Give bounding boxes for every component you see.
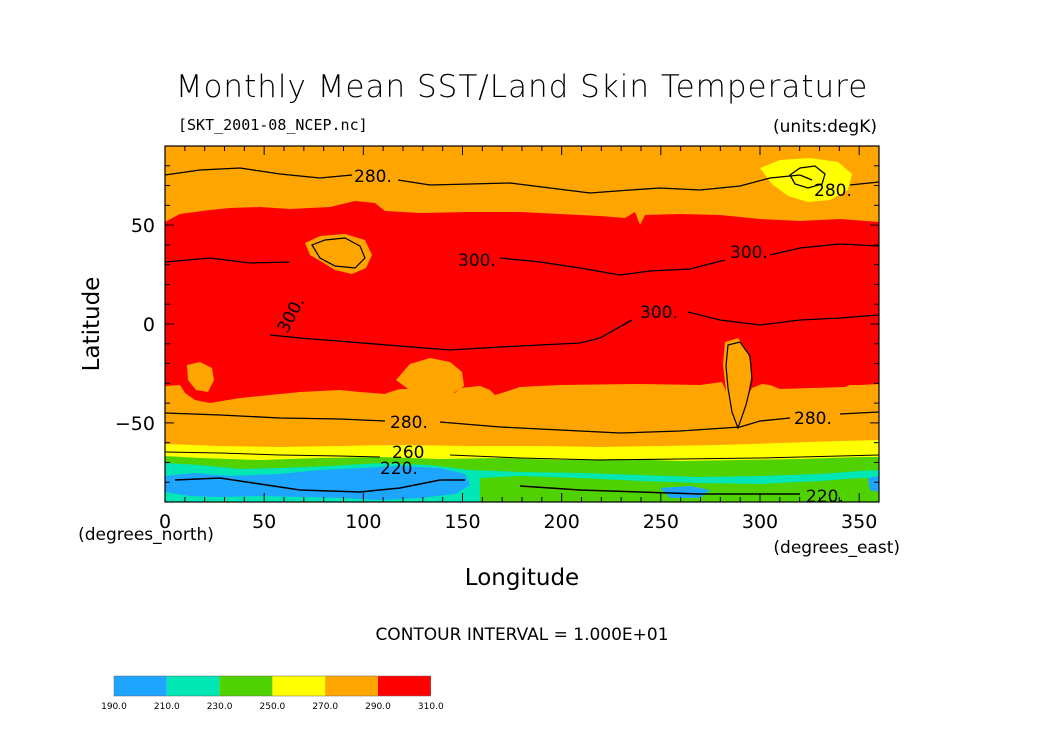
contour-label: 280.: [390, 413, 428, 433]
land-feature-africa-south: [187, 362, 214, 392]
contour-andes: [725, 341, 753, 430]
y-tick-label: −50: [115, 413, 155, 435]
colorbar-level-label: 230.0: [207, 702, 233, 712]
x-tick-label: 300: [742, 511, 778, 533]
x-tick-label: 100: [345, 511, 381, 533]
x-tick-label: 150: [444, 511, 480, 533]
contour-label: 300.: [640, 303, 678, 323]
contour-label: 280.: [814, 181, 852, 201]
contour-interval-label: CONTOUR INTERVAL = 1.000E+01: [375, 625, 668, 645]
colorbar-level-label: 250.0: [260, 702, 286, 712]
y-axis-label: Latitude: [79, 277, 105, 372]
y-units-label: (degrees_north): [78, 525, 214, 545]
y-tick-labels: −50 0 50: [115, 215, 155, 435]
colorbar-swatch: [114, 676, 167, 696]
x-tick-label: 250: [643, 511, 679, 533]
x-tick-label: 200: [544, 511, 580, 533]
colorbar-swatch: [378, 676, 431, 696]
source-file-label: [SKT_2001-08_NCEP.nc]: [178, 116, 368, 134]
contour-label: 280.: [354, 167, 392, 187]
contour-300-north: [165, 243, 879, 276]
colorbar-level-label: 310.0: [418, 702, 444, 712]
x-units-label: (degrees_east): [773, 538, 900, 558]
map-title: Monthly Mean SST/Land Skin Temperature: [176, 69, 869, 105]
greenland-yellow: [760, 158, 852, 202]
colorbar-swatch: [166, 676, 220, 696]
contour-label: 300.: [730, 243, 768, 263]
contour-260-south: [165, 451, 879, 461]
colorbar-level-label: 210.0: [154, 702, 180, 712]
colorbar-level-label: 270.0: [312, 702, 338, 712]
map-plot-area: 280. 280. 300. 300. 300. 300. 280. 280. …: [165, 146, 879, 507]
units-label: (units:degK): [773, 117, 877, 137]
colorbar-swatch: [272, 676, 326, 696]
x-tick-label: 0: [159, 511, 171, 533]
axis-ticks: [164, 146, 879, 502]
band-190-210: [165, 466, 470, 500]
x-tick-label: 350: [841, 511, 877, 533]
x-tick-label: 50: [252, 511, 276, 533]
contour-label: 220.: [380, 459, 418, 479]
x-axis-label: Longitude: [465, 565, 579, 591]
colorbar-frame: [113, 675, 432, 697]
contour-280-north: [165, 167, 879, 194]
colorbar-swatch: [219, 676, 273, 696]
colorbar-swatch: [325, 676, 378, 696]
y-tick-label: 50: [131, 215, 155, 237]
contour-greenland: [789, 165, 826, 189]
contour-280-south: [165, 411, 879, 434]
contour-label: 260: [392, 443, 424, 463]
antarctic-blue-patch-far-east: [868, 476, 879, 492]
antarctic-blue-patch-east: [660, 486, 710, 498]
contour-lines: [165, 165, 879, 495]
contour-220-south: [174, 477, 800, 495]
land-feature-australia: [396, 358, 464, 395]
contour-tibet: [311, 237, 366, 269]
contour-300-tropic: [269, 311, 879, 351]
contour-label: 300.: [458, 251, 496, 271]
colorbar: 190.0 210.0 230.0 250.0 270.0 290.0 310.0: [101, 675, 444, 712]
contour-label: 280.: [794, 409, 832, 429]
y-tick-label: 0: [143, 314, 155, 336]
colorbar-level-label: 190.0: [101, 702, 127, 712]
contour-label: 220.: [806, 487, 844, 507]
colorbar-level-label: 290.0: [365, 702, 391, 712]
x-tick-labels: 0 50 100 150 200 250 300 350: [159, 511, 877, 533]
